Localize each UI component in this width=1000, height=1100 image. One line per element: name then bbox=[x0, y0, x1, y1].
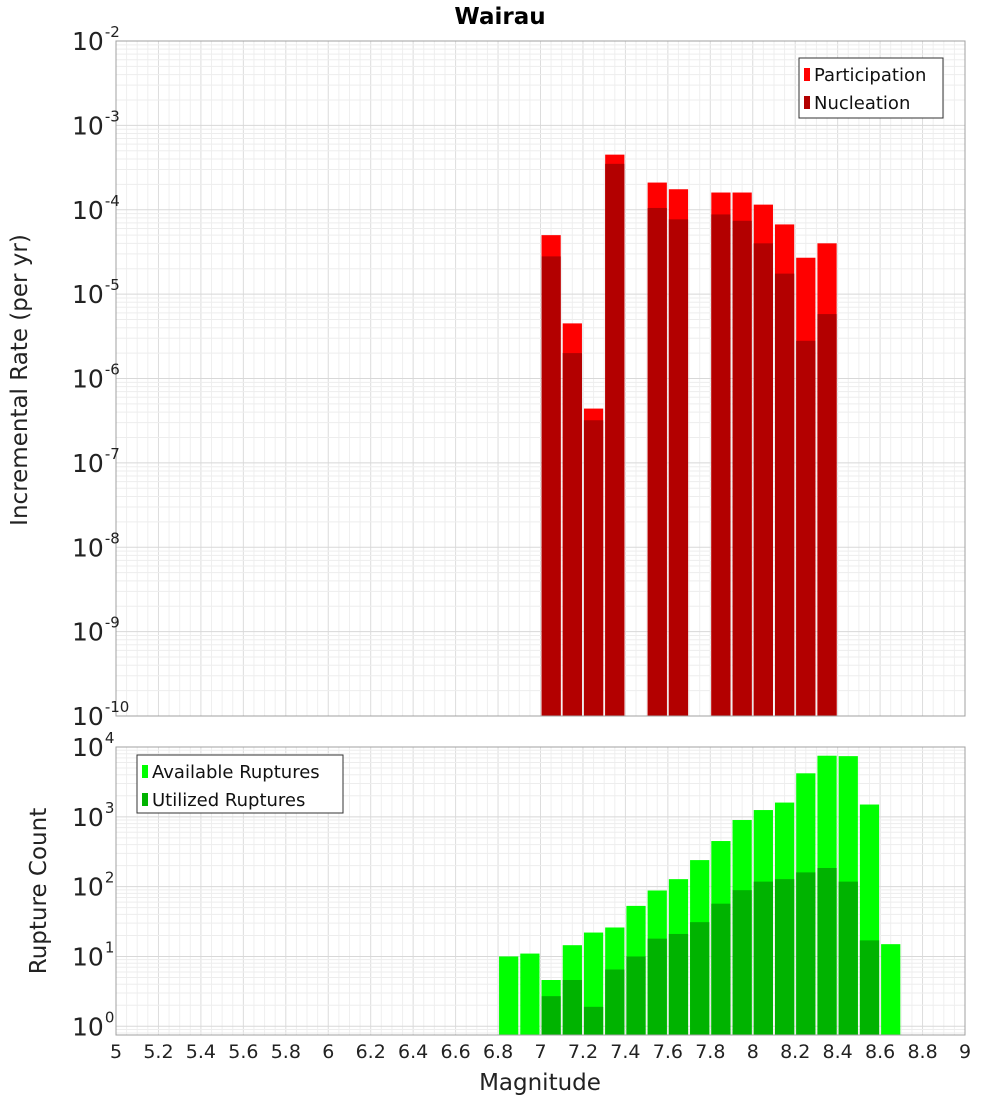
plot-border bbox=[115, 746, 966, 1036]
legend: Participation Nucleation bbox=[798, 57, 944, 119]
bar-utilized-ruptures bbox=[626, 956, 646, 1035]
bar-utilized-ruptures bbox=[690, 922, 710, 1035]
bar-nucleation bbox=[817, 314, 837, 716]
bar-nucleation bbox=[753, 243, 773, 717]
bar-nucleation bbox=[583, 420, 604, 716]
legend-swatch bbox=[142, 765, 148, 778]
top-panel: 10-10 10-9 10-8 10-7 10-6 10-5 10-4 10-3 10-2 Par… bbox=[72, 23, 966, 731]
y-tick-label: 10-10 bbox=[72, 698, 129, 731]
y-tick-label: 104 bbox=[72, 729, 114, 762]
x-tick-label: 5.8 bbox=[271, 1041, 301, 1063]
bar-utilized-ruptures bbox=[583, 1006, 604, 1035]
top-y-axis-label: Incremental Rate (per yr) bbox=[7, 234, 33, 526]
y-tick-label: 10-4 bbox=[72, 192, 120, 225]
x-tick-labels: 5 5.2 5.4 5.6 5.8 6 6.2 6.4 6.6 6.8 7 7.2 7.4 7.6 7.8 8… bbox=[110, 1041, 971, 1063]
plot-border bbox=[115, 40, 966, 717]
bottom-panel: 100 101 102 103 104 5 5.2 5.4 5.6 5.8 6 6.2 6.4 6.6 6.… bbox=[72, 729, 971, 1063]
bar-utilized-ruptures bbox=[668, 933, 689, 1035]
y-tick-label: 10-2 bbox=[72, 23, 120, 56]
bar-nucleation bbox=[541, 256, 561, 716]
x-tick-label: 7 bbox=[534, 1041, 546, 1063]
x-tick-label: 5 bbox=[110, 1041, 122, 1063]
y-tick-label: 10-8 bbox=[72, 529, 120, 562]
y-tick-labels: 100 101 102 103 104 bbox=[72, 729, 114, 1041]
y-tick-label: 102 bbox=[72, 869, 114, 902]
bar-utilized-ruptures bbox=[753, 881, 773, 1035]
bar-utilized-ruptures bbox=[859, 940, 880, 1035]
bar-utilized-ruptures bbox=[605, 969, 625, 1035]
legend-entry: Participation bbox=[814, 65, 926, 86]
chart-title: Wairau bbox=[454, 4, 545, 30]
x-tick-label: 6.4 bbox=[398, 1041, 428, 1063]
legend-entry: Nucleation bbox=[814, 93, 910, 114]
legend-swatch bbox=[804, 68, 810, 81]
legend-entry: Available Ruptures bbox=[152, 762, 320, 783]
x-tick-label: 7.4 bbox=[610, 1041, 640, 1063]
x-tick-label: 5.4 bbox=[186, 1041, 216, 1063]
bar-utilized-ruptures bbox=[562, 980, 582, 1035]
bottom-y-axis-label: Rupture Count bbox=[26, 808, 52, 974]
y-tick-label: 10-5 bbox=[72, 276, 120, 309]
bar-utilized-ruptures bbox=[796, 872, 816, 1035]
legend-box bbox=[798, 57, 944, 119]
bar-nucleation bbox=[732, 220, 752, 716]
bars bbox=[541, 154, 837, 717]
x-tick-label: 5.6 bbox=[228, 1041, 258, 1063]
bar-available-ruptures bbox=[881, 944, 901, 1035]
y-tick-label: 10-3 bbox=[72, 107, 120, 140]
y-tick-label: 10-9 bbox=[72, 614, 120, 647]
x-tick-label: 9 bbox=[959, 1041, 971, 1063]
y-tick-label: 100 bbox=[72, 1008, 114, 1041]
x-tick-label: 8 bbox=[747, 1041, 759, 1063]
legend-swatch bbox=[804, 96, 810, 109]
bar-utilized-ruptures bbox=[541, 996, 561, 1035]
legend: Available Ruptures Utilized Ruptures bbox=[136, 754, 344, 814]
bar-nucleation bbox=[774, 273, 795, 716]
legend-box bbox=[136, 754, 344, 814]
x-tick-label: 8.4 bbox=[823, 1041, 853, 1063]
x-tick-label: 6.6 bbox=[440, 1041, 470, 1063]
bar-nucleation bbox=[711, 214, 731, 717]
x-tick-label: 8.2 bbox=[780, 1041, 810, 1063]
bar-utilized-ruptures bbox=[817, 867, 837, 1035]
y-tick-labels: 10-10 10-9 10-8 10-7 10-6 10-5 10-4 10-3 10-2 bbox=[72, 23, 129, 731]
x-tick-label: 7.2 bbox=[568, 1041, 598, 1063]
bar-nucleation bbox=[647, 207, 667, 716]
bar-utilized-ruptures bbox=[711, 903, 731, 1035]
y-tick-label: 10-6 bbox=[72, 361, 120, 394]
x-tick-label: 6.2 bbox=[356, 1041, 386, 1063]
x-tick-label: 7.8 bbox=[695, 1041, 725, 1063]
x-tick-label: 8.6 bbox=[865, 1041, 895, 1063]
legend-swatch bbox=[142, 793, 148, 806]
bar-utilized-ruptures bbox=[647, 938, 667, 1035]
x-tick-label: 6 bbox=[322, 1041, 334, 1063]
grid-lines bbox=[115, 40, 966, 717]
y-tick-label: 101 bbox=[72, 938, 114, 971]
legend-entry: Utilized Ruptures bbox=[152, 790, 305, 811]
y-tick-label: 103 bbox=[72, 799, 114, 832]
bar-nucleation bbox=[605, 163, 625, 717]
bar-nucleation bbox=[668, 219, 689, 717]
bars bbox=[499, 755, 901, 1035]
y-tick-label: 10-7 bbox=[72, 445, 120, 478]
bar-nucleation bbox=[562, 353, 582, 716]
bar-utilized-ruptures bbox=[838, 881, 858, 1035]
x-tick-label: 6.8 bbox=[483, 1041, 513, 1063]
x-tick-label: 5.2 bbox=[143, 1041, 173, 1063]
x-axis-label: Magnitude bbox=[479, 1070, 601, 1096]
bar-utilized-ruptures bbox=[732, 890, 752, 1035]
x-tick-label: 8.8 bbox=[907, 1041, 937, 1063]
bar-nucleation bbox=[796, 340, 816, 716]
x-tick-label: 7.6 bbox=[653, 1041, 683, 1063]
bar-available-ruptures bbox=[520, 953, 540, 1035]
bar-available-ruptures bbox=[499, 956, 519, 1035]
bar-utilized-ruptures bbox=[774, 879, 795, 1035]
